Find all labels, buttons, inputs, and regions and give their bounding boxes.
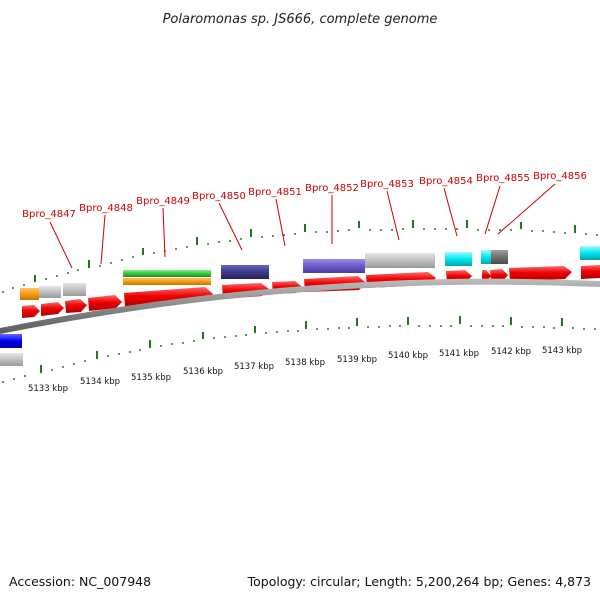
gene-label: Bpro_4855 [476,173,530,184]
feature-block [0,353,23,366]
inner-tick-ring [2,316,596,383]
gene-arrow [509,266,572,281]
feature-block [445,252,472,266]
kbp-labels: 5133 kbp 5134 kbp 5135 kbp 5136 kbp 5137… [28,346,582,394]
feature-block [365,253,435,268]
gene-label: Bpro_4853 [360,179,414,190]
kbp-label: 5143 kbp [542,346,582,356]
gene-label: Bpro_4854 [419,176,473,187]
inner-feature-track [0,334,23,366]
feature-block [303,259,365,273]
feature-block [491,250,508,264]
kbp-label: 5135 kbp [131,373,171,383]
gene-label-leaders [49,183,556,269]
feature-block [481,250,491,264]
kbp-label: 5141 kbp [439,349,479,359]
kbp-label: 5139 kbp [337,355,377,365]
gene-arrow [22,305,40,318]
gene-arrow [581,265,600,279]
accession-text: Accession: NC_007948 [9,574,151,589]
genome-summary-text: Topology: circular; Length: 5,200,264 bp… [247,574,591,589]
gene-label: Bpro_4852 [305,183,359,194]
kbp-label: 5137 kbp [234,362,274,372]
kbp-label: 5134 kbp [80,377,120,387]
kbp-label: 5142 kbp [491,347,531,357]
feature-block [580,246,600,260]
feature-block [221,265,269,279]
gene-label: Bpro_4849 [136,196,190,207]
feature-block [123,278,211,285]
genome-backbone [0,278,600,334]
feature-block [39,286,61,298]
kbp-label: 5136 kbp [183,367,223,377]
gene-label: Bpro_4848 [79,203,133,214]
gene-arrow [65,299,87,313]
gene-arrow [41,302,64,316]
kbp-label: 5133 kbp [28,384,68,394]
gene-arrow [88,295,122,311]
gene-labels: Bpro_4847 Bpro_4848 Bpro_4849 Bpro_4850 … [22,171,587,220]
genome-title: Polaromonas sp. JS666, complete genome [163,12,438,27]
feature-track-upper [20,246,600,300]
kbp-label: 5138 kbp [285,358,325,368]
feature-block [63,283,86,296]
feature-block [123,270,211,277]
kbp-label: 5140 kbp [388,351,428,361]
gene-label: Bpro_4850 [192,191,246,202]
gene-label: Bpro_4851 [248,187,302,198]
gene-label: Bpro_4847 [22,209,76,220]
feature-block [20,288,39,300]
gene-label: Bpro_4856 [533,171,587,182]
gene-arrow [482,270,491,281]
outer-tick-ring [2,220,598,293]
feature-block [0,334,22,348]
